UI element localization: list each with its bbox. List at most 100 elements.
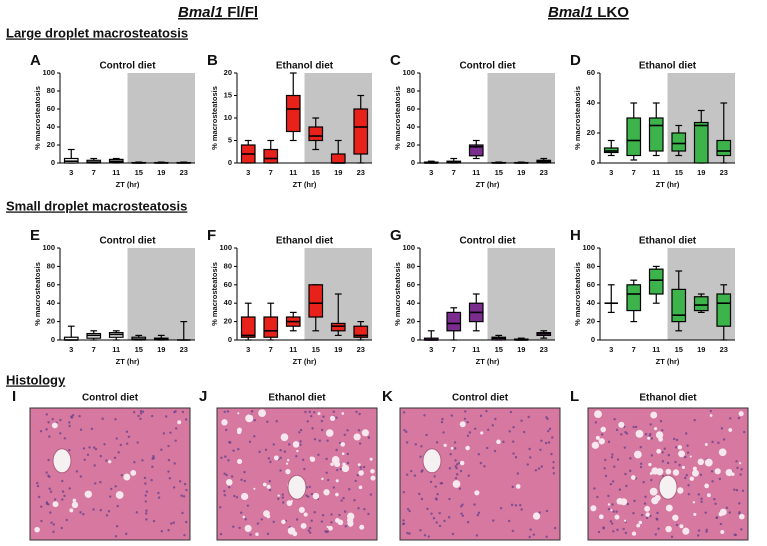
lipid-vacuole bbox=[677, 487, 684, 494]
nucleus bbox=[275, 420, 278, 423]
box bbox=[353, 108, 369, 155]
y-tick-label: 80 bbox=[407, 261, 415, 270]
group-title: Bmal1 LKO bbox=[548, 4, 629, 21]
nucleus bbox=[537, 467, 541, 470]
lipid-vacuole bbox=[347, 520, 354, 527]
lipid-vacuole bbox=[303, 512, 308, 517]
nucleus bbox=[170, 522, 173, 525]
nucleus bbox=[125, 442, 129, 445]
nucleus bbox=[448, 497, 451, 501]
nucleus bbox=[335, 468, 339, 472]
nucleus bbox=[266, 532, 270, 536]
nucleus bbox=[425, 433, 428, 437]
nucleus bbox=[491, 424, 495, 427]
nucleus bbox=[410, 469, 413, 473]
nucleus bbox=[136, 441, 139, 444]
nucleus bbox=[357, 429, 361, 432]
nucleus bbox=[167, 444, 170, 448]
nucleus bbox=[419, 529, 422, 532]
nucleus bbox=[268, 479, 272, 483]
nucleus bbox=[639, 462, 643, 465]
nucleus bbox=[318, 439, 322, 442]
chart-title: Control diet bbox=[99, 61, 156, 72]
nucleus bbox=[486, 446, 489, 450]
nucleus bbox=[678, 463, 681, 467]
nucleus bbox=[116, 504, 119, 508]
lipid-vacuole bbox=[340, 442, 346, 447]
y-tick-label: 40 bbox=[587, 98, 595, 107]
nucleus bbox=[423, 534, 427, 537]
nucleus bbox=[593, 487, 596, 490]
nucleus bbox=[545, 535, 548, 538]
lipid-vacuole bbox=[312, 492, 320, 500]
section-title: Histology bbox=[6, 372, 66, 387]
nucleus bbox=[367, 436, 371, 439]
nucleus bbox=[93, 464, 96, 467]
nucleus bbox=[343, 433, 346, 436]
nucleus bbox=[649, 514, 652, 518]
lipid-vacuole bbox=[594, 410, 602, 419]
nucleus bbox=[674, 446, 678, 449]
box bbox=[240, 316, 256, 338]
nucleus bbox=[79, 475, 82, 478]
lipid-vacuole bbox=[665, 468, 672, 475]
nucleus bbox=[454, 477, 458, 480]
lipid-vacuole bbox=[654, 494, 661, 501]
nucleus bbox=[228, 440, 231, 444]
nucleus bbox=[720, 427, 724, 430]
lipid-vacuole bbox=[51, 422, 58, 429]
lipid-vacuole bbox=[689, 476, 695, 481]
nucleus bbox=[640, 513, 644, 517]
nucleus bbox=[520, 508, 523, 511]
nucleus bbox=[240, 511, 243, 514]
nucleus bbox=[548, 427, 552, 431]
lipid-vacuole bbox=[728, 428, 733, 432]
nucleus bbox=[248, 440, 252, 444]
lipid-vacuole bbox=[739, 513, 745, 520]
y-tick-label: 100 bbox=[42, 68, 55, 77]
nucleus bbox=[249, 533, 252, 536]
nucleus bbox=[264, 448, 268, 451]
nucleus bbox=[51, 417, 54, 421]
nucleus bbox=[310, 414, 313, 418]
x-tick-label: 19 bbox=[157, 168, 165, 177]
nucleus bbox=[269, 460, 272, 464]
lipid-vacuole bbox=[692, 466, 697, 471]
lipid-vacuole bbox=[317, 412, 321, 416]
nucleus bbox=[705, 528, 708, 532]
nucleus bbox=[169, 431, 172, 434]
nucleus bbox=[82, 447, 86, 450]
lipid-vacuole bbox=[600, 426, 607, 433]
y-tick-label: 0 bbox=[591, 335, 595, 344]
lipid-vacuole bbox=[309, 456, 313, 460]
nucleus bbox=[115, 437, 118, 440]
lipid-vacuole bbox=[281, 519, 286, 525]
nucleus bbox=[626, 502, 630, 506]
nucleus bbox=[650, 478, 653, 482]
x-tick-label: 3 bbox=[69, 345, 73, 354]
y-tick-label: 80 bbox=[47, 261, 55, 270]
nucleus bbox=[405, 441, 409, 444]
lipid-vacuole bbox=[607, 503, 611, 506]
nucleus bbox=[547, 429, 550, 433]
lipid-vacuole bbox=[335, 492, 339, 497]
panel-letter: E bbox=[30, 227, 40, 244]
nucleus bbox=[438, 511, 441, 515]
lipid-vacuole bbox=[692, 501, 696, 504]
nucleus bbox=[60, 526, 63, 530]
nucleus bbox=[670, 535, 674, 538]
nucleus bbox=[65, 518, 68, 522]
nucleus bbox=[152, 519, 156, 523]
nucleus bbox=[75, 470, 79, 473]
nucleus bbox=[310, 492, 314, 496]
nucleus bbox=[99, 454, 102, 458]
nucleus bbox=[510, 503, 514, 507]
nucleus bbox=[244, 518, 247, 521]
nucleus bbox=[298, 431, 301, 434]
nucleus bbox=[528, 535, 531, 539]
nucleus bbox=[553, 526, 557, 530]
y-tick-label: 100 bbox=[219, 243, 232, 252]
nucleus bbox=[526, 463, 529, 466]
y-tick-label: 40 bbox=[47, 298, 55, 307]
nucleus bbox=[713, 497, 716, 501]
